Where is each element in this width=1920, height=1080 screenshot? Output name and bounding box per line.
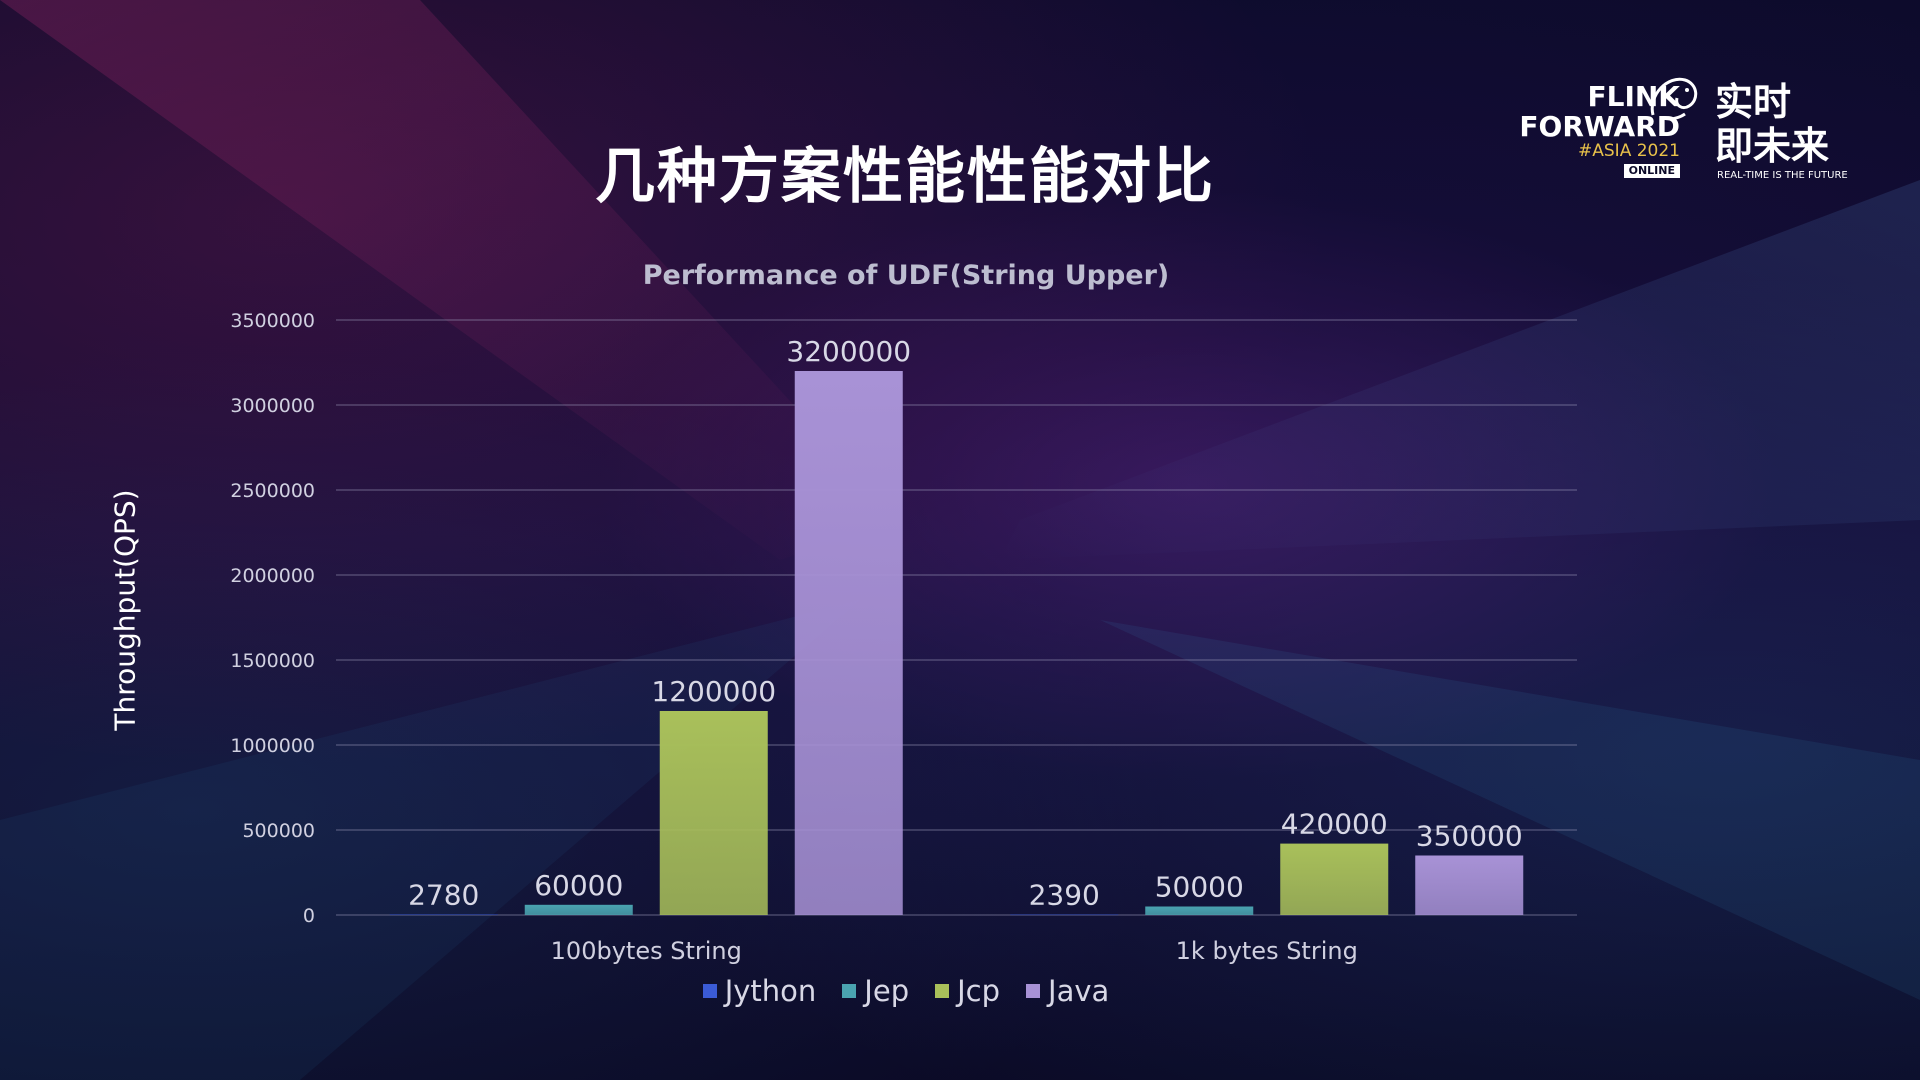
legend-item: Jep bbox=[842, 974, 909, 1008]
page-title: 几种方案性能性能对比 bbox=[595, 142, 1215, 212]
legend-item: Jython bbox=[702, 974, 817, 1008]
y-tick-label: 3500000 bbox=[230, 310, 315, 332]
legend-swatch bbox=[702, 984, 717, 998]
bar-java bbox=[1415, 855, 1524, 915]
legend-swatch bbox=[1026, 984, 1041, 998]
data-label: 420000 bbox=[1281, 808, 1388, 841]
logo-text: FLINK FORWARD bbox=[1519, 82, 1680, 142]
logo-cn-line1: 实时 bbox=[1715, 80, 1792, 124]
legend-label: Jython bbox=[724, 974, 817, 1008]
bar-jcp bbox=[659, 711, 768, 915]
legend-swatch bbox=[935, 984, 950, 998]
x-tick-label: 1k bytes String bbox=[1176, 937, 1358, 965]
data-label: 3200000 bbox=[786, 335, 911, 368]
logo-online-badge: ONLINE bbox=[1623, 164, 1680, 178]
y-tick-label: 500000 bbox=[242, 820, 315, 842]
legend-label: Jcp bbox=[957, 974, 1001, 1008]
y-tick-label: 2500000 bbox=[230, 480, 315, 502]
data-label: 2390 bbox=[1029, 879, 1100, 912]
bar-jython bbox=[389, 914, 498, 916]
data-label: 2780 bbox=[408, 879, 479, 912]
squirrel-mascot-icon bbox=[1650, 77, 1698, 121]
legend-label: Java bbox=[1048, 974, 1110, 1008]
data-label: 1200000 bbox=[651, 675, 776, 708]
legend-item: Jcp bbox=[935, 974, 1000, 1008]
bar-java bbox=[794, 371, 903, 915]
flink-forward-logo: FLINK FORWARD #ASIA 2021 ONLINE 实时 即未来 R… bbox=[1515, 70, 1848, 185]
logo-chinese-slogan: 实时 即未来 bbox=[1715, 80, 1829, 168]
y-tick-label: 1000000 bbox=[230, 735, 315, 757]
data-label: 50000 bbox=[1155, 871, 1244, 904]
data-label: 350000 bbox=[1416, 820, 1523, 853]
bar-jython bbox=[1010, 914, 1119, 916]
y-tick-label: 1500000 bbox=[230, 650, 315, 672]
logo-line2: FORWARD bbox=[1519, 110, 1680, 143]
x-tick-label: 100bytes String bbox=[551, 937, 742, 965]
legend-swatch bbox=[842, 984, 857, 998]
bar-jcp bbox=[1280, 843, 1389, 915]
y-tick-label: 0 bbox=[303, 905, 315, 927]
chart-title: Performance of UDF(String Upper) bbox=[642, 260, 1170, 291]
logo-event: #ASIA 2021 bbox=[1578, 141, 1680, 161]
logo-cn-line2: 即未来 bbox=[1715, 124, 1830, 168]
legend-item: Java bbox=[1026, 974, 1109, 1008]
logo-line1: FLINK bbox=[1587, 80, 1680, 113]
logo-tagline: REAL-TIME IS THE FUTURE bbox=[1717, 170, 1848, 181]
bar-jep bbox=[1145, 906, 1254, 915]
y-axis-label: Throughput(QPS) bbox=[108, 489, 142, 731]
data-label: 60000 bbox=[534, 869, 623, 902]
chart-legend: Jython Jep Jcp Java bbox=[0, 974, 1812, 1008]
y-tick-label: 3000000 bbox=[230, 395, 315, 417]
legend-label: Jep bbox=[864, 974, 910, 1008]
bar-jep bbox=[524, 904, 633, 915]
y-tick-label: 2000000 bbox=[230, 565, 315, 587]
